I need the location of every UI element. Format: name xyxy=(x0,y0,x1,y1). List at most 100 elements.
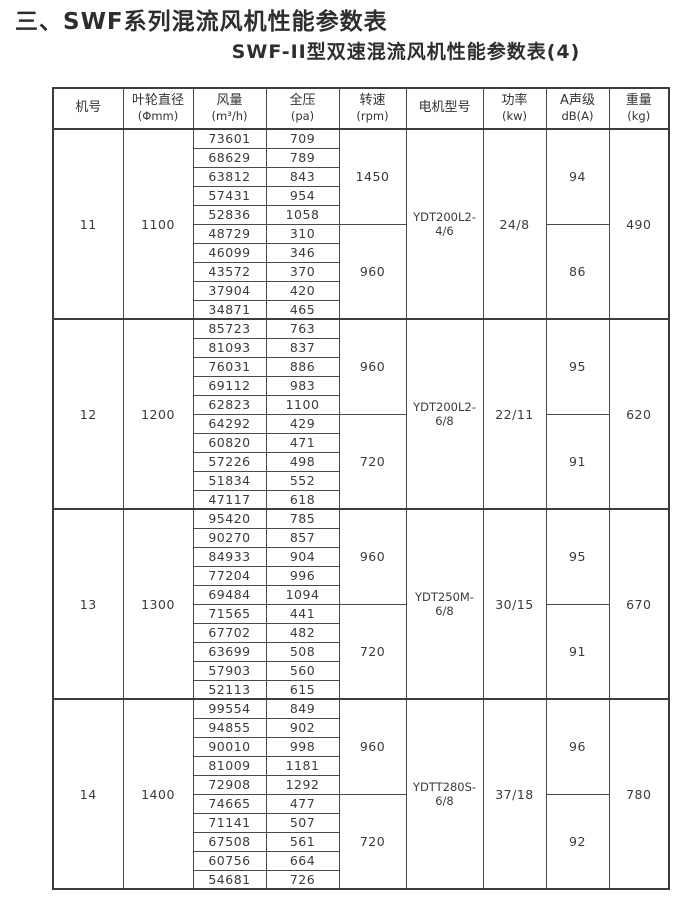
fan-no-cell: 14 xyxy=(52,698,124,890)
pressure-cell: 886 xyxy=(265,356,340,377)
airflow-cell: 60820 xyxy=(192,432,267,453)
pressure-cell: 441 xyxy=(265,603,340,624)
airflow-cell: 54681 xyxy=(192,869,267,890)
airflow-cell: 46099 xyxy=(192,242,267,263)
pressure-cell: 1094 xyxy=(265,584,340,605)
pressure-cell: 346 xyxy=(265,242,340,263)
pressure-cell: 370 xyxy=(265,261,340,282)
pressure-cell: 983 xyxy=(265,375,340,396)
airflow-cell: 57226 xyxy=(192,451,267,472)
speed-cell: 720 xyxy=(338,793,407,890)
pressure-cell: 709 xyxy=(265,128,340,149)
table-row: 81093 837 xyxy=(53,337,669,358)
pressure-cell: 310 xyxy=(265,223,340,244)
airflow-cell: 69484 xyxy=(192,584,267,605)
weight-cell: 620 xyxy=(608,318,670,510)
pressure-cell: 482 xyxy=(265,622,340,643)
pressure-cell: 429 xyxy=(265,413,340,434)
speed-cell: 960 xyxy=(338,508,407,605)
airflow-cell: 90010 xyxy=(192,736,267,757)
airflow-cell: 47117 xyxy=(192,489,267,510)
airflow-cell: 34871 xyxy=(192,299,267,320)
pressure-cell: 420 xyxy=(265,280,340,301)
table-row: 69484 1094 xyxy=(53,584,669,605)
table-row: 47117 618 xyxy=(53,489,669,510)
table-row: 84933 904 xyxy=(53,546,669,567)
airflow-cell: 76031 xyxy=(192,356,267,377)
pressure-cell: 471 xyxy=(265,432,340,453)
column-header-weight: 重量 (kg) xyxy=(608,87,670,130)
noise-cell: 86 xyxy=(545,223,610,320)
airflow-cell: 68629 xyxy=(192,147,267,168)
pressure-cell: 726 xyxy=(265,869,340,890)
airflow-cell: 67702 xyxy=(192,622,267,643)
column-header-noise: A声级 dB(A) xyxy=(545,87,610,130)
table-row: 60820 471 xyxy=(53,432,669,453)
table-body: 11 1100 73601 709 1450 YDT200L2-4/6 24/8 94 490 6… xyxy=(52,128,670,890)
column-header-pressure: 全压 (pa) xyxy=(265,87,340,130)
speed-cell: 720 xyxy=(338,413,407,510)
column-header-speed: 转速 (rpm) xyxy=(338,87,407,130)
airflow-cell: 85723 xyxy=(192,318,267,339)
airflow-cell: 52836 xyxy=(192,204,267,225)
pressure-cell: 1100 xyxy=(265,394,340,415)
fan-no-cell: 13 xyxy=(52,508,124,700)
airflow-cell: 77204 xyxy=(192,565,267,586)
table-row: 77204 996 xyxy=(53,565,669,586)
weight-cell: 490 xyxy=(608,128,670,320)
airflow-cell: 52113 xyxy=(192,679,267,700)
pressure-cell: 560 xyxy=(265,660,340,681)
speed-cell: 960 xyxy=(338,223,407,320)
noise-cell: 95 xyxy=(545,318,610,415)
airflow-cell: 43572 xyxy=(192,261,267,282)
table-row: 12 1200 85723 763 960 YDT200L2-6/8 22/11 95 620 xyxy=(52,318,670,510)
airflow-cell: 69112 xyxy=(192,375,267,396)
table-row: 11 1100 73601 709 1450 YDT200L2-4/6 24/8 94 490 xyxy=(52,128,670,320)
noise-cell: 94 xyxy=(545,128,610,225)
header-row: 机号 叶轮直径 (Φmm) 风量 (m³/h) 全压 (pa) 转速 (rpm) 电机型号 功率 (k… xyxy=(52,87,670,130)
airflow-cell: 63812 xyxy=(192,166,267,187)
table-row: 57903 560 xyxy=(53,660,669,681)
airflow-cell: 90270 xyxy=(192,527,267,548)
airflow-cell: 95420 xyxy=(192,508,267,529)
airflow-cell: 57903 xyxy=(192,660,267,681)
pressure-cell: 904 xyxy=(265,546,340,567)
airflow-cell: 67508 xyxy=(192,831,267,852)
airflow-cell: 81093 xyxy=(192,337,267,358)
impeller-diameter-cell: 1300 xyxy=(122,508,194,700)
column-header-power: 功率 (kw) xyxy=(482,87,547,130)
pressure-cell: 1181 xyxy=(265,755,340,776)
table-row: 37904 420 xyxy=(53,280,669,301)
fan-parameters-table: 机号 叶轮直径 (Φmm) 风量 (m³/h) 全压 (pa) 转速 (rpm) 电机型号 功率 (k… xyxy=(52,87,670,890)
airflow-cell: 64292 xyxy=(192,413,267,434)
table-row: 60756 664 xyxy=(53,850,669,871)
table-row: 71565 441 720 91 xyxy=(53,603,669,700)
motor-model-cell: YDT250M-6/8 xyxy=(405,508,484,700)
pressure-cell: 789 xyxy=(265,147,340,168)
table-row: 57431 954 xyxy=(53,185,669,206)
power-cell: 22/11 xyxy=(482,318,547,510)
motor-model-cell: YDTT280S-6/8 xyxy=(405,698,484,890)
pressure-cell: 618 xyxy=(265,489,340,510)
pressure-cell: 552 xyxy=(265,470,340,491)
impeller-diameter-cell: 1200 xyxy=(122,318,194,510)
pressure-cell: 954 xyxy=(265,185,340,206)
pressure-cell: 561 xyxy=(265,831,340,852)
table-row: 62823 1100 xyxy=(53,394,669,415)
airflow-cell: 94855 xyxy=(192,717,267,738)
pressure-cell: 508 xyxy=(265,641,340,662)
power-cell: 30/15 xyxy=(482,508,547,700)
column-header-motor: 电机型号 xyxy=(405,87,484,130)
noise-cell: 92 xyxy=(545,793,610,890)
table-row: 74665 477 720 92 xyxy=(53,793,669,890)
power-cell: 24/8 xyxy=(482,128,547,320)
speed-cell: 960 xyxy=(338,318,407,415)
speed-cell: 960 xyxy=(338,698,407,795)
airflow-cell: 99554 xyxy=(192,698,267,719)
pressure-cell: 1292 xyxy=(265,774,340,795)
weight-cell: 670 xyxy=(608,508,670,700)
impeller-diameter-cell: 1100 xyxy=(122,128,194,320)
table-row: 52113 615 xyxy=(53,679,669,700)
speed-cell: 720 xyxy=(338,603,407,700)
fan-no-cell: 11 xyxy=(52,128,124,320)
